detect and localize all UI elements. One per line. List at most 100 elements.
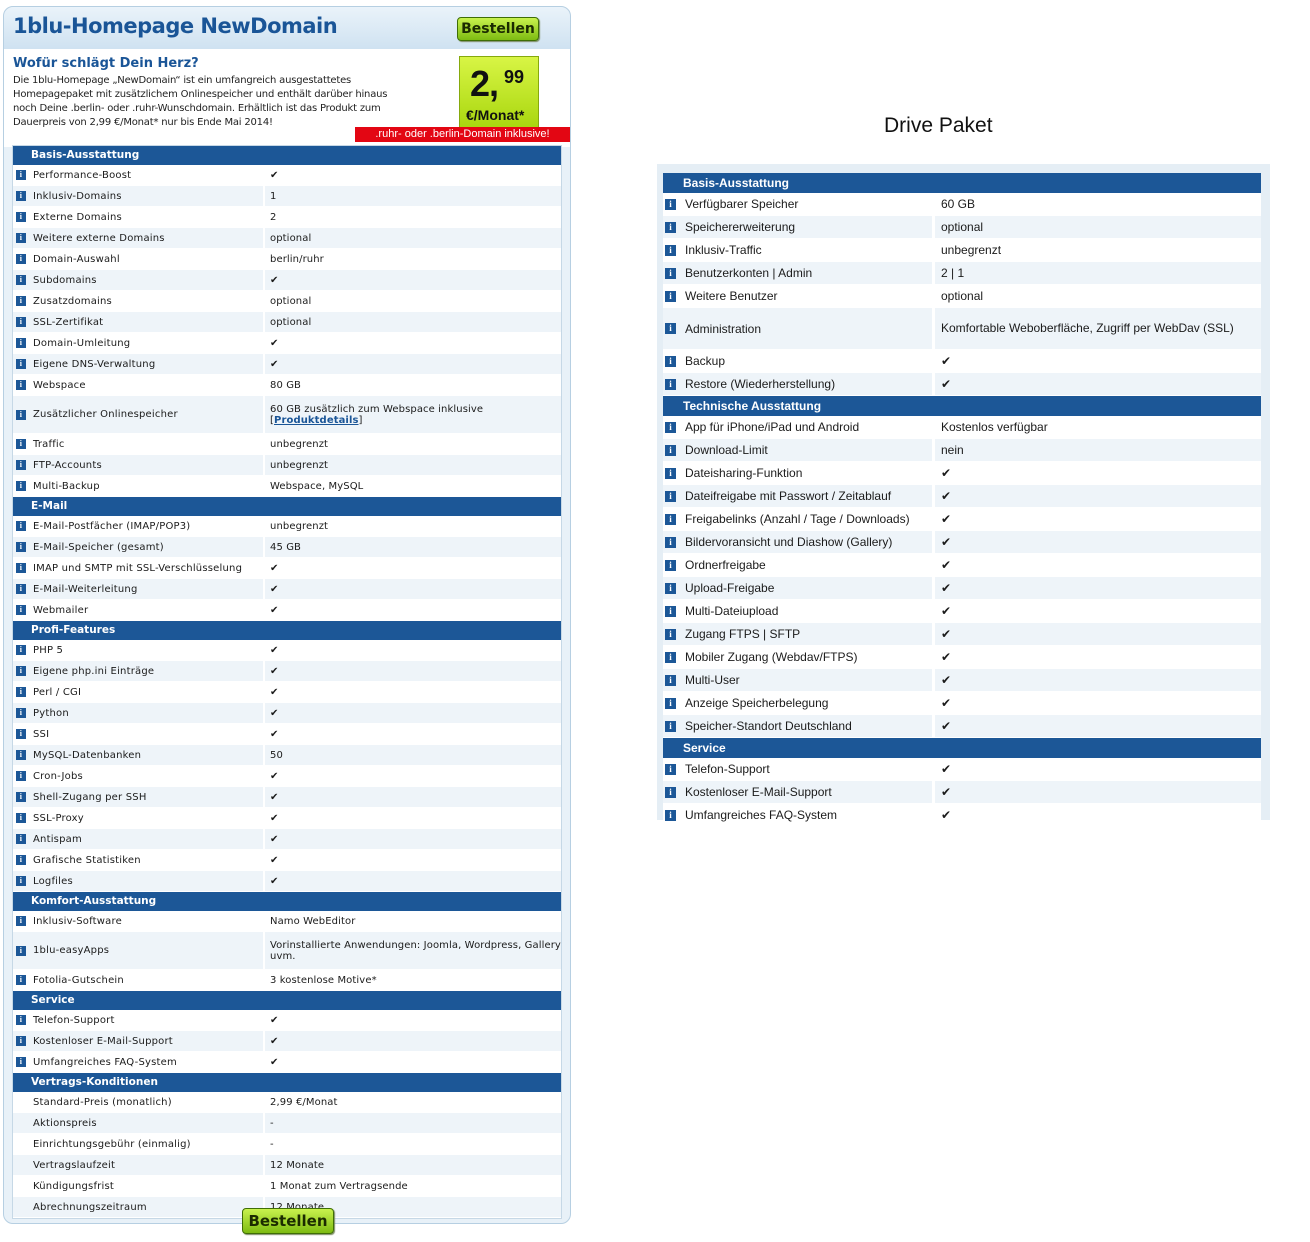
check-icon: ✔	[941, 534, 952, 549]
info-icon[interactable]: i	[16, 708, 26, 718]
info-icon[interactable]: i	[16, 945, 26, 956]
info-icon[interactable]: i	[665, 674, 676, 686]
info-icon[interactable]: i	[16, 409, 26, 420]
info-icon[interactable]: i	[16, 855, 26, 865]
info-icon[interactable]: i	[16, 1015, 26, 1025]
info-icon[interactable]: i	[665, 651, 676, 663]
info-icon[interactable]: i	[16, 170, 26, 180]
feature-label-cell: i Cron-Jobs	[13, 766, 265, 786]
info-icon[interactable]: i	[16, 460, 26, 470]
info-icon[interactable]: i	[16, 645, 26, 655]
feature-value-cell: optional	[935, 285, 1261, 307]
feature-label-cell: i Eigene php.ini Einträge	[13, 661, 265, 681]
info-icon[interactable]: i	[665, 323, 676, 334]
feature-row: i Eigene php.ini Einträge ✔	[13, 661, 561, 682]
info-icon[interactable]: i	[16, 729, 26, 739]
info-icon[interactable]: i	[16, 542, 26, 552]
info-icon[interactable]: i	[665, 267, 676, 279]
feature-value-cell: ✔	[265, 871, 561, 891]
feature-value-cell: ✔	[265, 787, 561, 807]
feature-value-cell: ✔	[265, 703, 561, 723]
check-icon: ✔	[270, 875, 279, 887]
feature-label-cell: i Benutzerkonten | Admin	[663, 262, 935, 284]
info-icon[interactable]: i	[16, 687, 26, 697]
info-icon[interactable]: i	[665, 490, 676, 502]
info-icon[interactable]: i	[16, 750, 26, 760]
check-icon: ✔	[270, 604, 279, 616]
info-icon[interactable]: i	[16, 380, 26, 390]
info-icon[interactable]: i	[16, 605, 26, 615]
feature-value-cell: 2,99 €/Monat	[265, 1092, 561, 1112]
info-icon[interactable]: i	[16, 212, 26, 222]
info-icon[interactable]: i	[665, 605, 676, 617]
info-icon[interactable]: i	[16, 338, 26, 348]
info-icon[interactable]: i	[16, 584, 26, 594]
info-icon[interactable]: i	[16, 1036, 26, 1046]
feature-value-cell: ✔	[265, 1052, 561, 1072]
feature-value-cell: ✔	[265, 354, 561, 374]
info-icon[interactable]: i	[16, 666, 26, 676]
section-header-basis-ausstattung: Basis-Ausstattung	[13, 146, 561, 165]
info-icon[interactable]: i	[16, 359, 26, 369]
info-icon[interactable]: i	[665, 513, 676, 525]
feature-label-cell: i Subdomains	[13, 270, 265, 290]
info-icon[interactable]: i	[16, 296, 26, 306]
check-icon: ✔	[270, 274, 279, 286]
info-icon[interactable]: i	[665, 221, 676, 233]
info-icon[interactable]: i	[665, 763, 676, 775]
order-button-top[interactable]: Bestellen	[457, 17, 539, 41]
info-icon[interactable]: i	[665, 290, 676, 302]
feature-row: Einrichtungsgebühr (einmalig) -	[13, 1134, 561, 1155]
info-icon[interactable]: i	[16, 439, 26, 449]
feature-label-cell: Abrechnungszeitraum	[13, 1197, 265, 1217]
feature-label-cell: i E-Mail-Postfächer (IMAP/POP3)	[13, 516, 265, 536]
feature-row: i Backup ✔	[663, 350, 1261, 373]
info-icon[interactable]: i	[16, 563, 26, 573]
feature-row: i Multi-Backup Webspace, MySQL	[13, 476, 561, 497]
check-icon: ✔	[941, 807, 952, 822]
info-icon[interactable]: i	[16, 813, 26, 823]
info-icon[interactable]: i	[665, 244, 676, 256]
info-icon[interactable]: i	[665, 355, 676, 367]
info-icon[interactable]: i	[16, 975, 26, 985]
feature-row: i 1blu-easyApps Vorinstallierte Anwendunge…	[13, 932, 561, 970]
check-icon: ✔	[941, 784, 952, 799]
info-icon[interactable]: i	[16, 834, 26, 844]
feature-label: Externe Domains	[33, 211, 122, 223]
product-details-link[interactable]: Produktdetails	[274, 414, 359, 426]
info-icon[interactable]: i	[16, 317, 26, 327]
feature-label-cell: Kündigungsfrist	[13, 1176, 265, 1196]
info-icon[interactable]: i	[16, 233, 26, 243]
info-icon[interactable]: i	[665, 536, 676, 548]
feature-value-cell: ✔	[265, 1010, 561, 1030]
feature-label-cell: i Eigene DNS-Verwaltung	[13, 354, 265, 374]
info-icon[interactable]: i	[665, 582, 676, 594]
info-icon[interactable]: i	[16, 792, 26, 802]
info-icon[interactable]: i	[16, 771, 26, 781]
info-icon[interactable]: i	[665, 628, 676, 640]
info-icon[interactable]: i	[665, 198, 676, 210]
info-icon[interactable]: i	[16, 481, 26, 491]
info-icon[interactable]: i	[665, 467, 676, 479]
info-icon[interactable]: i	[665, 421, 676, 433]
feature-value-cell: ✔	[935, 531, 1261, 553]
info-icon[interactable]: i	[16, 191, 26, 201]
info-icon[interactable]: i	[16, 876, 26, 886]
info-icon[interactable]: i	[665, 444, 676, 456]
feature-row: i IMAP und SMTP mit SSL-Verschlüsselung ✔	[13, 558, 561, 579]
info-icon[interactable]: i	[665, 786, 676, 798]
feature-label: SSI	[33, 728, 50, 740]
info-icon[interactable]: i	[16, 254, 26, 264]
info-icon[interactable]: i	[665, 809, 676, 821]
order-button-bottom[interactable]: Bestellen	[242, 1208, 334, 1234]
info-icon[interactable]: i	[16, 275, 26, 285]
info-icon[interactable]: i	[665, 697, 676, 709]
info-icon[interactable]: i	[665, 559, 676, 571]
info-icon[interactable]: i	[16, 1057, 26, 1067]
info-icon[interactable]: i	[16, 521, 26, 531]
feature-label: Antispam	[33, 833, 82, 845]
feature-value-cell: unbegrenzt	[265, 455, 561, 475]
info-icon[interactable]: i	[665, 720, 676, 732]
info-icon[interactable]: i	[16, 916, 26, 926]
info-icon[interactable]: i	[665, 378, 676, 390]
